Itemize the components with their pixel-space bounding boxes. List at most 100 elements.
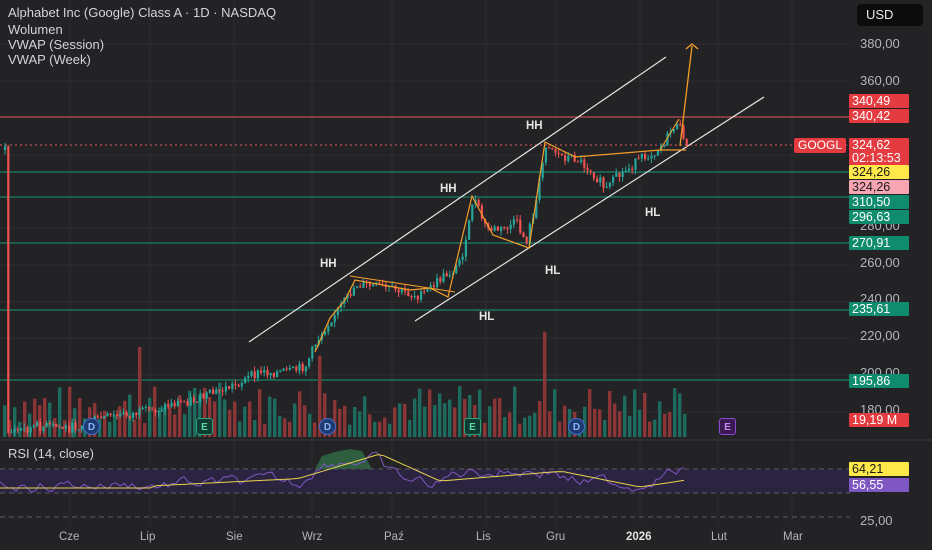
volume-bar	[213, 401, 217, 437]
candle-body	[528, 223, 531, 244]
volume-bar	[143, 423, 147, 437]
volume-bar	[398, 403, 402, 437]
volume-bar	[178, 395, 182, 437]
candle-body	[13, 429, 16, 432]
candle-body	[349, 294, 352, 296]
price-label: 360,00	[860, 73, 900, 88]
candle-body	[186, 401, 189, 406]
price-badge: 324,26	[849, 165, 909, 179]
volume-bar	[43, 398, 47, 437]
volume-bar	[503, 416, 507, 437]
candle-body	[429, 285, 432, 289]
dividend-event-icon[interactable]: D	[568, 418, 585, 435]
volume-bar	[593, 408, 597, 437]
candle-body	[272, 372, 275, 377]
candle-body	[10, 431, 13, 433]
candle-body	[176, 401, 179, 407]
candle-body	[621, 171, 624, 177]
price-badge: 270,91	[849, 236, 909, 250]
indicator-vwap-session[interactable]: VWAP (Session)	[8, 37, 105, 52]
candle-body	[250, 371, 253, 377]
candle-body	[192, 397, 195, 402]
currency-button[interactable]: USD	[857, 4, 923, 26]
volume-bar	[453, 407, 457, 437]
time-label: Gru	[546, 531, 566, 543]
volume-bar	[668, 412, 672, 437]
candle-body	[468, 220, 471, 240]
candle-body	[647, 158, 650, 160]
candle-body	[224, 386, 227, 392]
candle-body	[541, 162, 544, 179]
volume-bar	[403, 403, 407, 437]
volume-bar	[408, 420, 412, 437]
volume-bar	[103, 410, 107, 437]
volume-bar	[318, 355, 322, 437]
candle-body	[212, 389, 215, 394]
dividend-event-icon[interactable]: D	[319, 418, 336, 435]
candle-body	[29, 427, 32, 433]
candle-body	[164, 404, 167, 411]
volume-bar	[113, 415, 117, 437]
candle-body	[295, 366, 298, 371]
volume-bar	[623, 395, 627, 437]
volume-bar	[418, 388, 422, 437]
earnings-event-icon[interactable]: E	[464, 418, 481, 435]
volume-bar	[278, 415, 282, 437]
volume-bar	[413, 398, 417, 437]
candle-body	[608, 182, 611, 187]
candle-body	[599, 177, 602, 183]
volume-bar	[358, 411, 362, 437]
candle-body	[586, 167, 589, 171]
candle-body	[68, 425, 71, 433]
candle-body	[285, 368, 288, 370]
candle-body	[183, 401, 186, 403]
indicator-volume[interactable]: Wolumen	[8, 22, 63, 37]
candle-body	[52, 423, 55, 425]
chart-title: Alphabet Inc (Google) Class A · 1D · NAS…	[8, 5, 277, 20]
candle-body	[256, 370, 259, 379]
volume-bar	[343, 405, 347, 437]
candle-body	[311, 346, 314, 359]
dividend-event-icon[interactable]: D	[83, 418, 100, 435]
candle-body	[400, 288, 403, 293]
earnings-event-icon[interactable]: E	[196, 418, 213, 435]
candle-body	[423, 291, 426, 293]
candle-body	[333, 315, 336, 323]
candle-body	[612, 176, 615, 183]
candle-body	[436, 277, 439, 288]
volume-bar	[338, 408, 342, 437]
candle-body	[4, 146, 7, 150]
candle-body	[237, 384, 240, 387]
candle-body	[493, 226, 496, 231]
candle-body	[154, 410, 157, 413]
candle-body	[503, 227, 506, 229]
indicator-vwap-week[interactable]: VWAP (Week)	[8, 52, 91, 67]
earnings-event-icon[interactable]: E	[719, 418, 736, 435]
volume-bar	[613, 403, 617, 437]
candle-body	[20, 428, 23, 431]
price-badge: 310,50	[849, 195, 909, 209]
projection-arrow	[679, 45, 693, 147]
time-label: Paź	[384, 531, 404, 543]
volume-bar	[28, 413, 32, 437]
volume-bar	[643, 392, 647, 437]
candle-body	[500, 227, 503, 231]
candle-body	[180, 401, 183, 403]
candle-body	[404, 288, 407, 292]
candle-body	[116, 414, 119, 417]
volume-bar	[123, 400, 127, 437]
volume-bar	[423, 406, 427, 437]
volume-bar	[138, 346, 142, 437]
candle-body	[324, 331, 327, 335]
volume-bar	[493, 398, 497, 437]
volume-bar	[148, 397, 152, 437]
candle-body	[167, 404, 170, 407]
volume-bar	[633, 389, 637, 437]
volume-bar	[48, 402, 52, 437]
candle-body	[378, 282, 381, 285]
candle-body	[676, 123, 679, 130]
indicator-rsi[interactable]: RSI (14, close)	[8, 446, 94, 461]
volume-bar	[458, 386, 462, 437]
volume-bar	[133, 419, 137, 437]
